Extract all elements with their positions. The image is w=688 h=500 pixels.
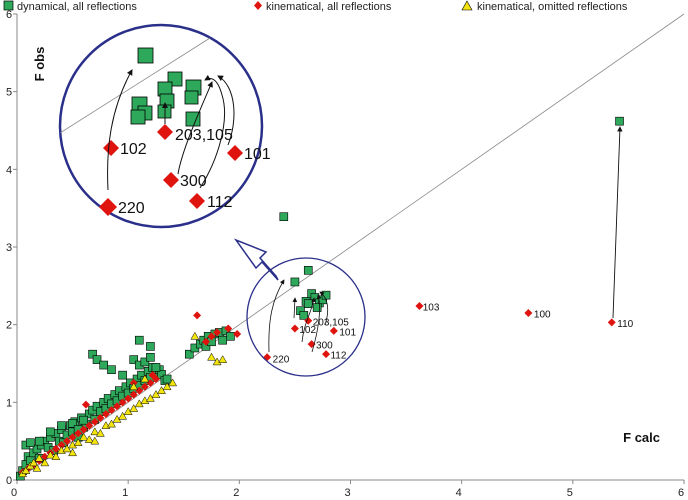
dynamical-point bbox=[226, 332, 234, 340]
dynamical-point bbox=[152, 363, 160, 371]
x-tick-label: 0 bbox=[11, 487, 17, 499]
legend-marker-omitted bbox=[462, 1, 472, 10]
legend-label-dynamical: dynamical, all reflections bbox=[17, 1, 137, 13]
omitted-point bbox=[219, 356, 227, 363]
zoom-dyn-point bbox=[138, 48, 153, 63]
y-tick-label: 3 bbox=[6, 242, 12, 254]
x-tick-label: 6 bbox=[678, 487, 684, 499]
x-tick-label: 1 bbox=[122, 487, 128, 499]
zoom-label-300: 300 bbox=[180, 173, 207, 190]
dynamical-point bbox=[616, 117, 624, 125]
dynamical-point bbox=[163, 375, 171, 383]
dynamical-point bbox=[304, 300, 312, 308]
x-tick-label: 2 bbox=[233, 487, 239, 499]
kinematical-point bbox=[263, 353, 271, 361]
dynamical-point bbox=[80, 416, 88, 424]
zoom-dyn-point bbox=[185, 91, 198, 104]
x-tick-label: 5 bbox=[567, 487, 573, 499]
dynamical-point bbox=[119, 371, 127, 379]
dynamical-point bbox=[46, 428, 54, 436]
dynamical-point bbox=[26, 439, 34, 447]
kinematical-point bbox=[524, 309, 532, 317]
dynamical-point bbox=[280, 213, 288, 221]
y-tick-label: 2 bbox=[6, 320, 12, 332]
arrow-203-105 bbox=[294, 298, 295, 318]
dynamical-point bbox=[146, 353, 154, 361]
zoom-inset: 220 102 203,105 300 112 101 bbox=[60, 25, 271, 227]
dynamical-point bbox=[146, 342, 154, 350]
zoom-dyn-point bbox=[131, 110, 145, 124]
zoom-label-102: 102 bbox=[120, 141, 147, 158]
arrow-220 bbox=[269, 280, 284, 352]
y-tick-label: 4 bbox=[6, 164, 12, 176]
dynamical-point bbox=[135, 336, 143, 344]
dynamical-point bbox=[100, 361, 108, 369]
dynamical-point bbox=[291, 278, 299, 286]
dynamical-point bbox=[300, 311, 308, 319]
point-label-112: 112 bbox=[330, 351, 346, 362]
legend: dynamical, all reflections kinematical, … bbox=[4, 1, 628, 13]
legend-label-kinematical: kinematical, all reflections bbox=[266, 1, 392, 13]
dynamical-point bbox=[304, 266, 312, 274]
legend-label-omitted: kinematical, omitted reflections bbox=[477, 1, 628, 13]
zoom-label-220: 220 bbox=[118, 200, 145, 217]
dynamical-point bbox=[219, 336, 227, 344]
point-label-101: 101 bbox=[339, 327, 356, 338]
dynamical-point bbox=[107, 366, 115, 374]
point-label-100: 100 bbox=[534, 310, 551, 321]
zoom-pointer-arrow bbox=[236, 240, 278, 280]
legend-marker-kinematical bbox=[254, 1, 262, 10]
y-tick-label: 6 bbox=[6, 9, 12, 21]
dynamical-point bbox=[35, 437, 43, 445]
scatter-chart: dynamical, all reflections kinematical, … bbox=[0, 0, 688, 500]
y-tick-label: 1 bbox=[6, 397, 12, 409]
dynamical-point bbox=[57, 422, 65, 430]
zoom-label-203-105: 203,105 bbox=[175, 127, 233, 144]
point-label-103: 103 bbox=[423, 303, 440, 314]
zoom-label-112: 112 bbox=[207, 194, 233, 211]
kinematical-point bbox=[291, 325, 299, 333]
zoom-label-101: 101 bbox=[244, 146, 271, 163]
y-axis-title: F obs bbox=[32, 47, 47, 82]
omitted-point bbox=[208, 353, 216, 360]
x-axis-title: F calc bbox=[623, 430, 660, 445]
point-label-110: 110 bbox=[617, 319, 633, 330]
omitted-point bbox=[191, 332, 199, 339]
x-tick-label: 4 bbox=[456, 487, 462, 499]
y-tick-label: 5 bbox=[6, 87, 12, 99]
point-label-220: 220 bbox=[273, 355, 290, 366]
x-tick-label: 3 bbox=[344, 487, 350, 499]
y-tick-label: 0 bbox=[6, 475, 12, 487]
kinematical-point bbox=[608, 318, 616, 326]
arrow-110 bbox=[613, 127, 620, 318]
kinematical-point bbox=[193, 311, 201, 319]
